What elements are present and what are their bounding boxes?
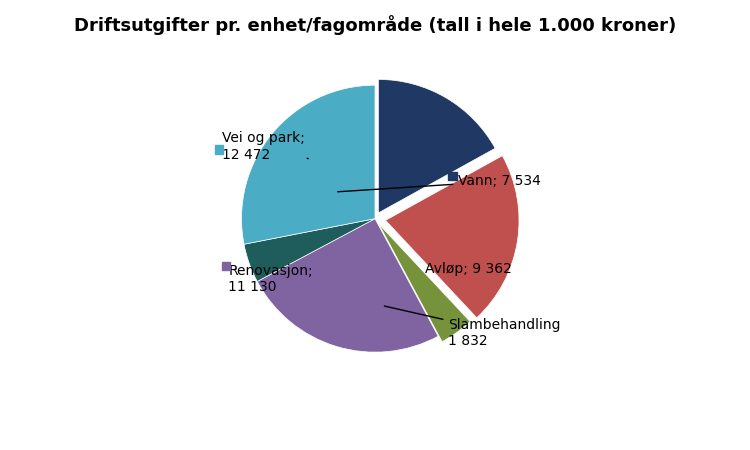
Wedge shape <box>379 224 470 342</box>
Wedge shape <box>257 219 438 352</box>
Bar <box>214 145 223 153</box>
Text: Vann; 7 534: Vann; 7 534 <box>338 174 542 192</box>
Text: Slambehandling
1 832: Slambehandling 1 832 <box>385 306 561 348</box>
Bar <box>448 172 457 180</box>
Wedge shape <box>242 85 375 244</box>
Wedge shape <box>386 156 519 318</box>
Text: Renovasjon;
11 130: Renovasjon; 11 130 <box>228 264 313 294</box>
Bar <box>221 262 230 270</box>
Wedge shape <box>244 219 375 281</box>
Bar <box>442 325 450 334</box>
Text: Vei og park;
12 472: Vei og park; 12 472 <box>221 131 308 162</box>
Text: Avløp; 9 362: Avløp; 9 362 <box>425 262 512 276</box>
Title: Driftsutgifter pr. enhet/fagområde (tall i hele 1.000 kroner): Driftsutgifter pr. enhet/fagområde (tall… <box>74 15 676 35</box>
Wedge shape <box>379 80 495 213</box>
